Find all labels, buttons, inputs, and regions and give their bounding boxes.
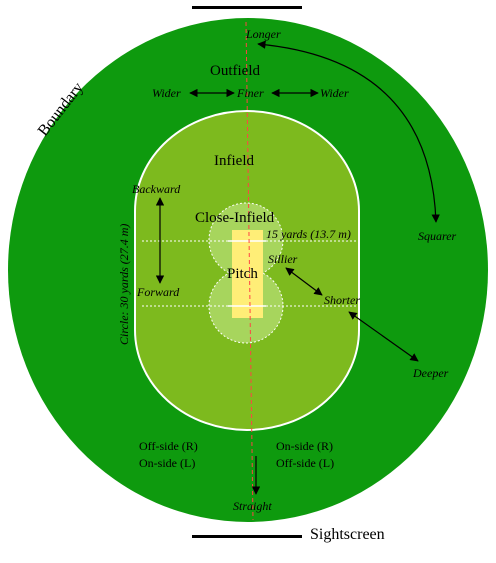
sightscreen-label: Sightscreen: [310, 526, 385, 543]
circle-distance-label: Circle: 30 yards (27.4 m): [117, 224, 131, 345]
close-distance-label: 15 yards (13.7 m): [266, 227, 351, 241]
onside-right-line2: Off-side (L): [276, 456, 334, 470]
longer-squarer-arrow: [257, 40, 440, 223]
outfield-label: Outfield: [210, 63, 260, 79]
straight-label: Straight: [233, 499, 272, 513]
onside-right-line1: On-side (R): [276, 439, 333, 453]
wider-right-label: Wider: [320, 86, 349, 100]
bottom-sightscreen-bar: [192, 535, 302, 538]
sillier-label: Sillier: [268, 252, 298, 266]
squarer-label: Squarer: [418, 229, 457, 243]
offside-left-line2: On-side (L): [139, 456, 195, 470]
infield-label: Infield: [214, 153, 254, 169]
backward-label: Backward: [132, 182, 181, 196]
forward-label: Forward: [136, 285, 180, 299]
centre-line: [245, 21, 254, 521]
finer-label: Finer: [236, 86, 264, 100]
shorter-label: Shorter: [324, 293, 360, 307]
deeper-label: Deeper: [412, 366, 449, 380]
pitch-strip: [232, 230, 263, 318]
pitch-label: Pitch: [227, 266, 258, 282]
top-sightscreen-bar: [192, 6, 302, 9]
sillier-shorter-arrow: [285, 267, 323, 296]
offside-left-line1: Off-side (R): [139, 439, 198, 453]
shorter-deeper-arrow: [348, 311, 419, 362]
longer-label: Longer: [245, 27, 281, 41]
wider-left-label: Wider: [152, 86, 181, 100]
close-infield-label: Close-Infield: [195, 210, 275, 226]
